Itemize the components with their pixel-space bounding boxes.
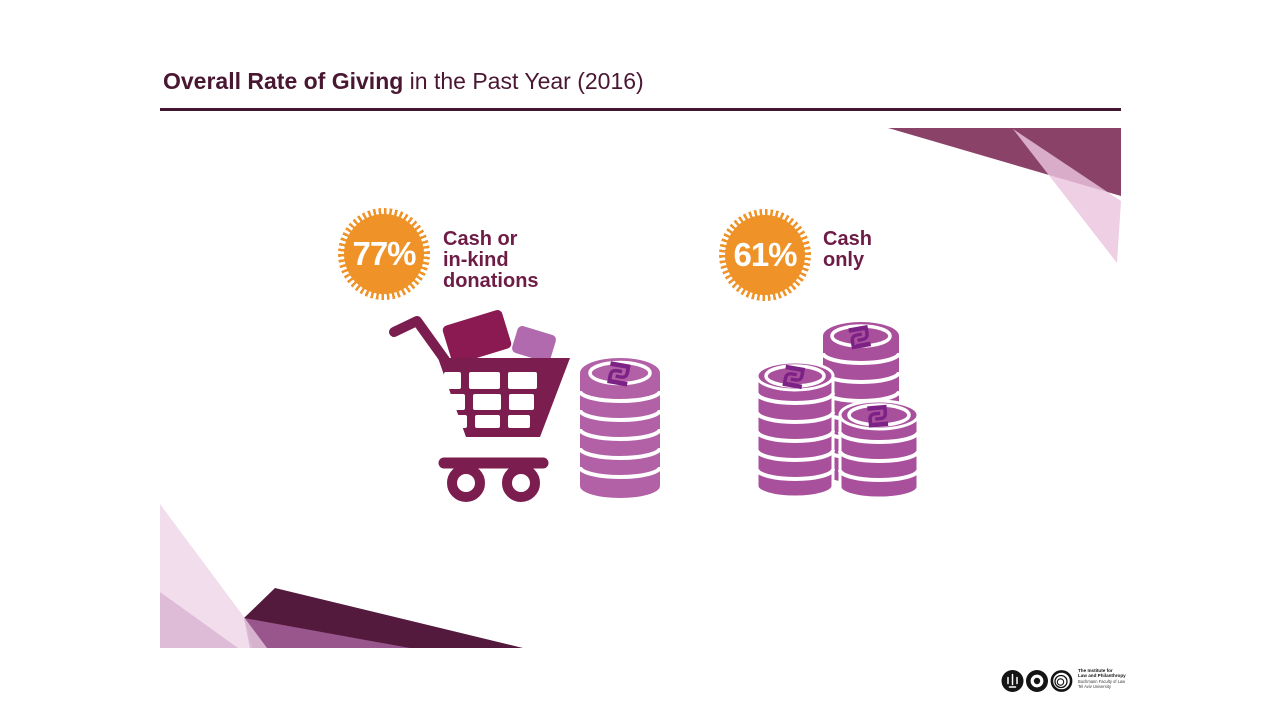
institute-spiral-logo-icon <box>1050 670 1073 692</box>
footer-institute-text: The Institute for Law and Philanthropy B… <box>1078 668 1138 689</box>
stat-label-line: Cash <box>823 228 872 250</box>
corner-decoration-bottom-left <box>160 504 523 648</box>
title-underline <box>160 108 1121 111</box>
corner-decoration-top-right <box>888 128 1121 263</box>
stat-label-cash-or-inkind: Cash or in-kind donations <box>443 229 539 292</box>
institute-faculty-line: Buchmann Faculty of Law <box>1078 678 1126 684</box>
shekel-symbol: ₪ <box>778 363 812 391</box>
stat-label-cash-only: Cash only <box>823 229 872 271</box>
footer-logos <box>1001 670 1073 692</box>
shekel-symbol: ₪ <box>863 403 895 429</box>
institute-name-line: Law and Philanthropy <box>1078 673 1126 679</box>
stat-label-line: Cash or <box>443 228 518 250</box>
tel-aviv-university-logo-icon <box>1001 670 1024 692</box>
coin-stacks-group-icon: ₪ ₪ ₪ <box>755 322 920 500</box>
stat-value: 77% <box>352 235 416 272</box>
stat-badge-circle: 61% <box>725 215 805 295</box>
stat-badge-cash-only: 61% <box>719 209 811 301</box>
stat-badge-circle: 77% <box>344 214 424 294</box>
ring-logo-icon <box>1026 670 1048 692</box>
shekel-symbol: ₪ <box>603 359 638 388</box>
stat-label-line: in-kind <box>443 249 509 271</box>
shekel-symbol: ₪ <box>844 323 878 351</box>
stat-badge-cash-or-inkind: 77% <box>338 208 430 300</box>
institute-university-line: Tel Aviv University <box>1078 683 1111 689</box>
coin-stack-single-icon: ₪ <box>578 358 662 498</box>
stat-value: 61% <box>733 236 797 273</box>
page-title-bold: Overall Rate of Giving <box>163 68 404 94</box>
page-title: Overall Rate of Giving in the Past Year … <box>163 68 644 95</box>
stat-label-line: donations <box>443 270 539 292</box>
institute-name-line: The Institute for <box>1078 668 1113 673</box>
page-title-regular: in the Past Year (2016) <box>403 68 644 94</box>
shopping-cart-icon <box>389 310 570 502</box>
stat-label-line: only <box>823 249 865 271</box>
